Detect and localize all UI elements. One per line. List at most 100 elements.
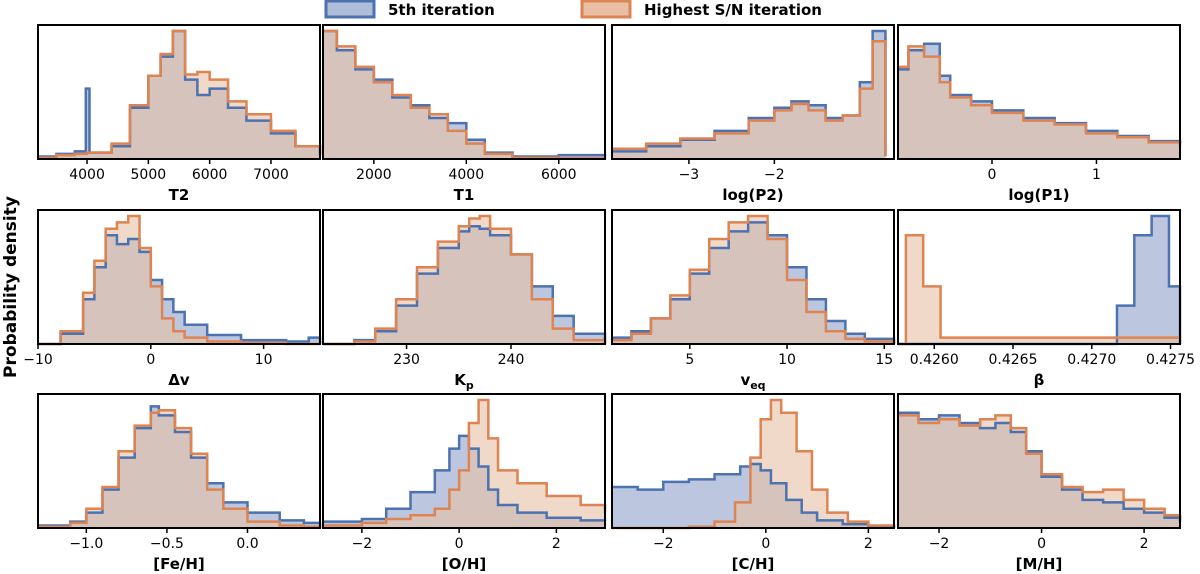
x-tick-label: −10 (23, 352, 53, 368)
x-tick-label: 10 (778, 352, 796, 368)
xlabel-sub: eq (750, 379, 765, 392)
hist-line-highest-sn (612, 39, 887, 157)
panel-1: 4000 5000 6000 7000 T2 (37, 24, 322, 204)
xlabel-main: K (454, 371, 467, 389)
panel-2: 2000 4000 6000 T1 (322, 24, 607, 204)
axes-frame (322, 24, 606, 160)
x-tick-label: 10 (255, 352, 273, 368)
panel-7: 5 10 15 veq (611, 209, 896, 392)
axes-frame (611, 393, 895, 529)
hist-line-highest-sn (323, 398, 607, 527)
x-tick-label: 4000 (69, 167, 105, 183)
hist-fill-highest-sn (612, 216, 894, 344)
axes-frame (897, 393, 1181, 529)
hist-line-highest-sn (898, 45, 1182, 147)
legend-label-5th-iteration: 5th iteration (388, 1, 495, 19)
hist-fill-highest-sn (323, 216, 605, 344)
legend-swatch-5th-iteration (324, 0, 376, 19)
hist-line-highest-sn (898, 414, 1182, 521)
panel-6: 230 240 Kp (322, 209, 607, 392)
hist-line-5th-iteration (898, 214, 1182, 346)
panel-12: −2 0 2 [M/H] (897, 393, 1182, 573)
x-tick-label: 15 (875, 352, 893, 368)
panel-5: −10 0 10 Δv (23, 209, 322, 389)
x-tick-label: 0 (455, 536, 464, 552)
x-axis-label: [O/H] (442, 555, 487, 573)
hist-fill-highest-sn (612, 41, 886, 159)
hist-line-5th-iteration (38, 29, 322, 158)
x-tick-label: 0 (988, 167, 997, 183)
axes-frame (322, 209, 606, 345)
hist-line-highest-sn (323, 29, 607, 160)
x-tick-label: 6000 (541, 167, 577, 183)
x-tick-label: 240 (498, 352, 525, 368)
x-tick-label: 0.4265 (989, 352, 1038, 368)
x-axis-label: [Fe/H] (153, 555, 205, 573)
axes-frame (37, 24, 321, 160)
xlabel-sub: p (466, 379, 474, 392)
x-tick-label: 2 (552, 536, 561, 552)
axes-frame (37, 393, 321, 529)
x-tick-label: 2 (1140, 536, 1149, 552)
hist-line-5th-iteration (612, 462, 896, 528)
hist-line-highest-sn (612, 398, 896, 530)
x-tick-label: 0 (1037, 536, 1046, 552)
x-tick-label: 7000 (253, 167, 289, 183)
x-tick-label: 5 (685, 352, 694, 368)
x-axis-label: T1 (454, 186, 475, 204)
x-axis-label: veq (740, 371, 765, 392)
x-axis-label: Δv (168, 371, 190, 389)
x-tick-label: 1 (1092, 167, 1101, 183)
panel-4: 0 1 log(P1) (897, 24, 1182, 204)
axes-frame (897, 209, 1181, 345)
y-axis-label: Probability density (1, 196, 21, 378)
x-tick-label: 2000 (356, 167, 392, 183)
axes-frame (897, 24, 1181, 160)
x-tick-label: 5000 (131, 167, 167, 183)
x-axis-label: β (1034, 371, 1045, 389)
legend-swatch-highest-sn (580, 0, 632, 19)
x-axis-label: [C/H] (732, 555, 775, 573)
hist-fill-highest-sn (898, 46, 1180, 159)
x-tick-label: −2 (764, 167, 785, 183)
hist-line-highest-sn (898, 233, 1182, 346)
x-tick-label: −3 (679, 167, 700, 183)
x-tick-label: 0.4260 (910, 352, 959, 368)
axes-frame (611, 24, 895, 160)
axes-frame (322, 393, 606, 529)
panel-8: 0.4260 0.4265 0.4270 0.4275 β (897, 209, 1195, 389)
legend-label-highest-sn: Highest S/N iteration (644, 1, 822, 19)
hist-line-highest-sn (38, 29, 322, 159)
x-tick-label: 6000 (192, 167, 228, 183)
hist-fill-5th-iteration (38, 235, 320, 344)
x-tick-label: 0.4275 (1146, 352, 1195, 368)
axes-frame (611, 209, 895, 345)
xlabel-main: v (740, 371, 750, 389)
x-tick-label: 2 (864, 536, 873, 552)
x-tick-label: 230 (393, 352, 420, 368)
panel-11: −2 0 2 [C/H] (611, 393, 896, 573)
hist-fill-highest-sn (38, 216, 320, 344)
x-tick-label: 4000 (448, 167, 484, 183)
panel-3: −3 −2 log(P2) (611, 24, 895, 204)
x-axis-label: log(P2) (722, 186, 783, 204)
hist-fill-highest-sn (38, 31, 320, 159)
hist-fill-highest-sn (898, 415, 1180, 528)
x-axis-label: [M/H] (1016, 555, 1063, 573)
hist-line-highest-sn (323, 214, 607, 346)
hist-fill-highest-sn (898, 235, 1180, 344)
panel-10: −2 0 2 [O/H] (322, 393, 607, 573)
x-tick-label: −2 (929, 536, 950, 552)
hist-fill-highest-sn (38, 410, 320, 528)
x-axis-label: T2 (169, 186, 190, 204)
x-tick-label: −2 (653, 536, 674, 552)
x-tick-label: −0.5 (150, 536, 184, 552)
x-tick-label: 0.4270 (1067, 352, 1116, 368)
axes-frame (37, 209, 321, 345)
x-axis-label: Kp (454, 371, 474, 392)
hist-line-highest-sn (38, 214, 320, 346)
hist-line-highest-sn (612, 214, 896, 344)
legend: 5th iteration Highest S/N iteration (324, 0, 822, 19)
x-tick-label: −2 (352, 536, 373, 552)
